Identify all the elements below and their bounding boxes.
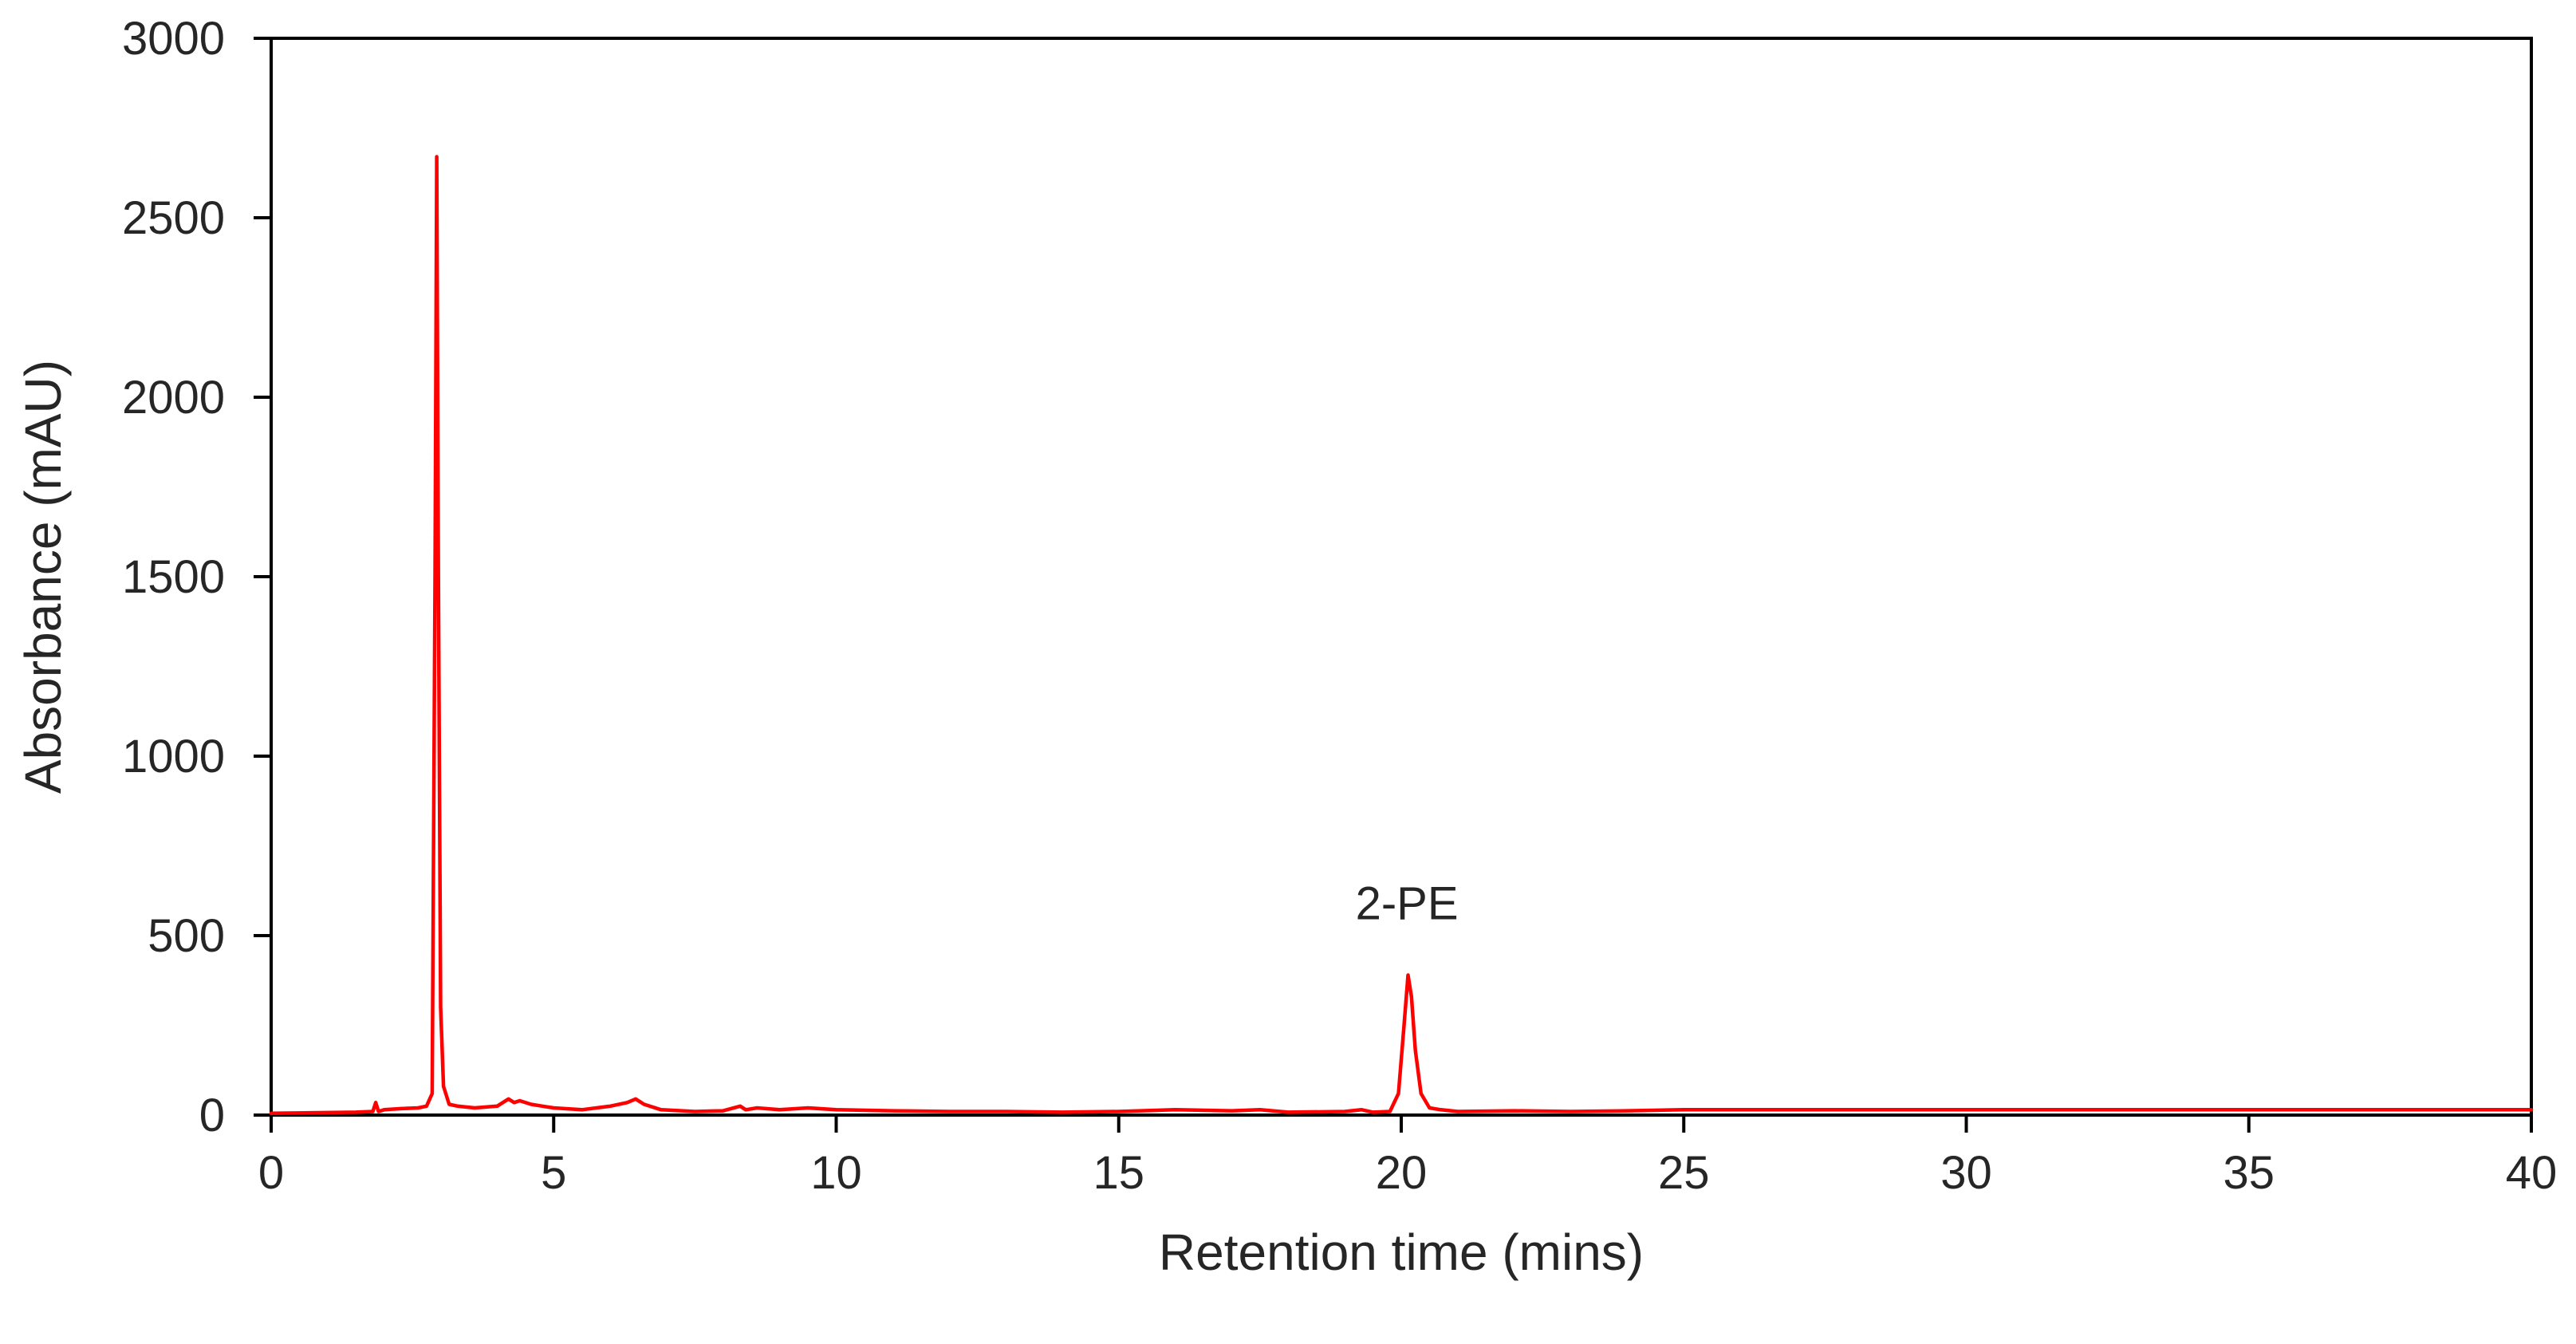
x-tick-label-40: 40 [2506,1147,2558,1199]
y-tick-label-2000: 2000 [122,372,225,424]
x-tick-label-5: 5 [541,1147,566,1199]
peak-annotation-0: 2-PE [1356,878,1459,930]
y-tick-label-3000: 3000 [122,13,225,65]
x-tick-label-15: 15 [1093,1147,1144,1199]
series-line-0 [269,155,2534,1116]
y-tick-label-1000: 1000 [122,731,225,782]
x-tick-label-20: 20 [1376,1147,1428,1199]
y-tick-label-500: 500 [148,910,225,962]
y-tick-label-1500: 1500 [122,551,225,603]
x-tick-label-30: 30 [1940,1147,1992,1199]
y-tick-label-0: 0 [199,1090,225,1141]
x-axis-title: Retention time (mins) [1159,1224,1644,1281]
x-tick-label-25: 25 [1658,1147,1710,1199]
x-tick-label-0: 0 [258,1147,284,1199]
x-tick-label-10: 10 [810,1147,862,1199]
y-tick-label-2500: 2500 [122,192,225,244]
plot-area: 0 5 10 15 20 25 30 35 40 0 500 1000 1500 2000 2500 3000… [122,13,2557,1199]
y-axis-title: Absorbance (mAU) [14,360,72,794]
x-tick-label-35: 35 [2223,1147,2275,1199]
